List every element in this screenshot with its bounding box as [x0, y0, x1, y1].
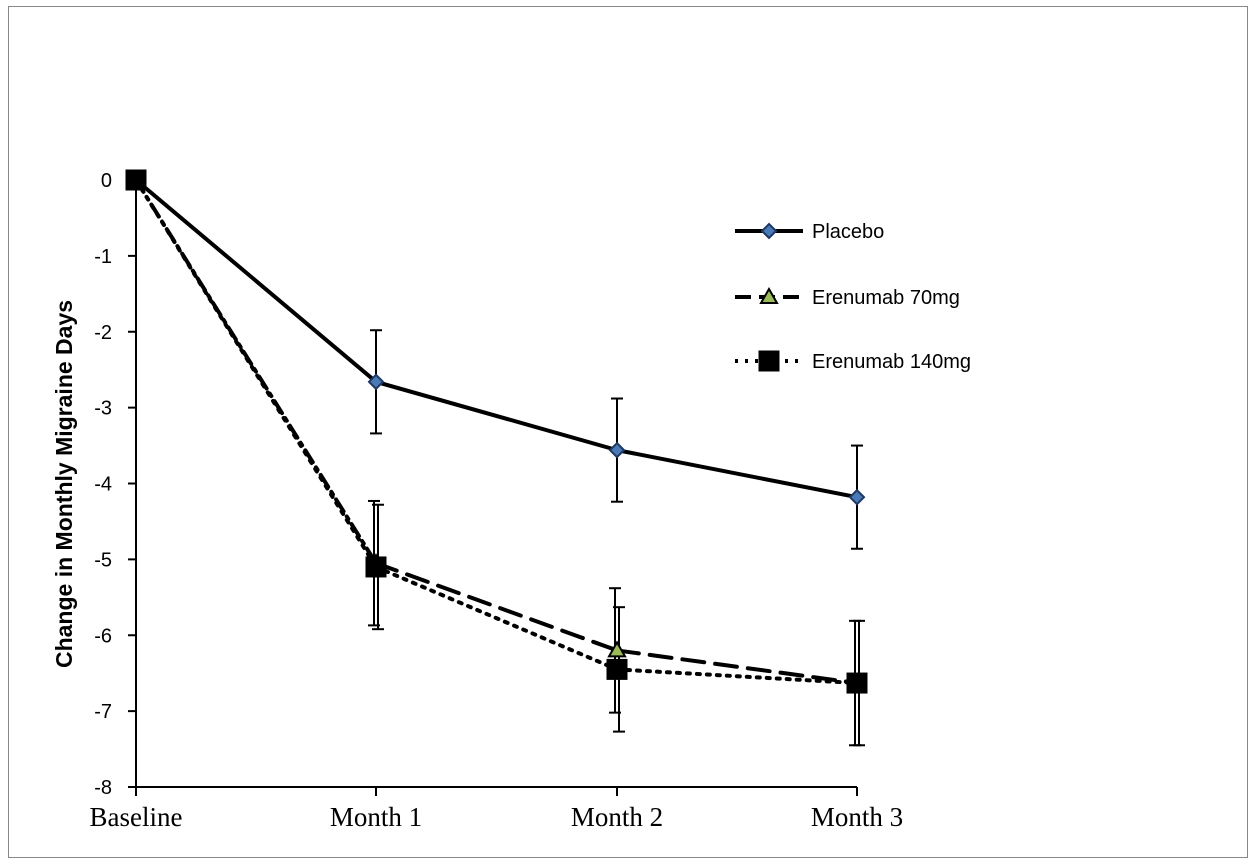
y-tick-label: -4: [94, 474, 112, 496]
y-tick-label: -5: [94, 549, 112, 571]
y-tick-label: -3: [94, 398, 112, 420]
legend-label-placebo: Placebo: [812, 221, 884, 243]
y-tick-label: -1: [94, 246, 112, 268]
legend-label-erenumab-140mg: Erenumab 140mg: [812, 351, 971, 373]
chart-frame: [8, 6, 1248, 858]
x-tick-label: Month 2: [571, 802, 663, 832]
axes: 0 -1 -2 -3 -4 -5 -6 -7 -8 Baseline Month 1 Month 2 M…: [90, 170, 904, 832]
legend-marker-placebo: [760, 222, 778, 240]
y-tick-label: -8: [94, 777, 112, 799]
marker-placebo: [848, 488, 866, 506]
marker-placebo: [608, 441, 626, 459]
x-tick-label: Baseline: [90, 802, 183, 832]
line-placebo: [374, 379, 619, 453]
series-markers: [125, 169, 868, 694]
series-lines: [134, 178, 859, 686]
line-erenumab-140mg: [615, 667, 859, 686]
marker-erenumab-140mg: [365, 556, 387, 578]
marker-erenumab-140mg: [606, 658, 628, 680]
legend-marker-erenumab-70mg: [759, 286, 779, 304]
line-erenumab-140mg: [134, 178, 378, 569]
y-tick-label: -2: [94, 322, 112, 344]
y-axis-label: Change in Monthly Migraine Days: [51, 300, 77, 668]
line-placebo: [615, 448, 859, 500]
y-tick-label: -7: [94, 701, 112, 723]
line-erenumab-70mg: [374, 561, 619, 653]
line-erenumab-70mg: [134, 178, 378, 566]
error-bars: [368, 329, 865, 747]
marker-placebo: [367, 373, 385, 391]
line-placebo: [134, 178, 378, 384]
line-erenumab-140mg: [374, 564, 619, 672]
marker-erenumab-140mg: [846, 672, 868, 694]
line-erenumab-70mg: [615, 648, 859, 686]
y-tick-label: -6: [94, 625, 112, 647]
legend: Placebo Erenumab 70mg Erenumab 140mg: [735, 221, 971, 373]
x-tick-label: Month 1: [330, 802, 422, 832]
x-tick-label: Month 3: [811, 802, 903, 832]
legend-marker-erenumab-140mg: [758, 350, 780, 372]
y-tick-label: 0: [101, 170, 112, 192]
legend-label-erenumab-70mg: Erenumab 70mg: [812, 287, 960, 309]
marker-erenumab-140mg: [125, 169, 147, 191]
marker-erenumab-70mg: [607, 640, 627, 658]
